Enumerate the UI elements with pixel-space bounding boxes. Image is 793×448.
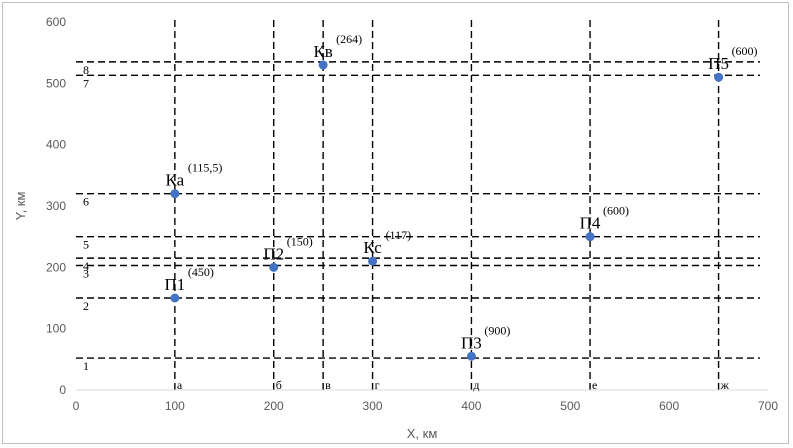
data-point-Кв [318, 60, 328, 70]
point-value-Кв: (264) [336, 32, 362, 46]
point-label-Ка: Ка [166, 171, 185, 190]
zone-label-7: 7 [83, 76, 89, 90]
x-tick-label: 400 [461, 399, 481, 413]
x-tick-label: 0 [73, 399, 80, 413]
zone-label-е: е [592, 378, 597, 392]
zone-label-ж: ж [720, 378, 730, 392]
point-label-Кс: Кс [363, 238, 382, 257]
x-tick-label: 300 [363, 399, 383, 413]
point-label-П1: П1 [164, 275, 185, 294]
point-value-П4: (600) [603, 204, 629, 218]
data-point-П3 [466, 351, 476, 361]
data-point-П4 [585, 232, 595, 242]
data-point-Ка [170, 189, 180, 199]
x-tick-label: 500 [560, 399, 580, 413]
y-axis-title: Y, км [13, 192, 28, 221]
point-label-П5: П5 [708, 54, 729, 73]
point-label-П3: П3 [461, 333, 482, 352]
x-tick-label: 700 [758, 399, 778, 413]
data-points: П1(450)П2(150)П3(900)П4(600)П5(600)Ка(11… [164, 32, 758, 361]
y-tick-label: 300 [46, 199, 66, 213]
zone-label-1: 1 [83, 359, 89, 373]
y-tick-label: 100 [46, 322, 66, 336]
y-tick-label: 200 [46, 260, 66, 274]
point-value-П2: (150) [287, 234, 313, 248]
data-point-П5 [714, 72, 724, 82]
x-tick-label: 100 [165, 399, 185, 413]
point-value-Кс: (117) [386, 228, 412, 242]
y-tick-label: 600 [46, 15, 66, 29]
zone-label-6: 6 [83, 195, 89, 209]
scatter-chart: 0 100 200 300 400 500 600 700 0 100 200 300 400 500 60… [13, 15, 778, 441]
data-point-П1 [170, 293, 180, 303]
zone-label-3: 3 [83, 266, 89, 280]
y-tick-label: 0 [59, 383, 66, 397]
zone-label-г: г [375, 378, 380, 392]
point-value-П1: (450) [188, 265, 214, 279]
zone-label-б: б [276, 378, 282, 392]
zone-label-8: 8 [83, 63, 89, 77]
zone-label-в: в [325, 378, 331, 392]
point-value-П5: (600) [732, 44, 758, 58]
zone-label-2: 2 [83, 299, 89, 313]
chart-frame: 0 100 200 300 400 500 600 700 0 100 200 300 400 500 60… [2, 2, 789, 444]
y-tick-label: 500 [46, 76, 66, 90]
point-label-Кв: Кв [313, 42, 332, 61]
point-value-П3: (900) [484, 323, 510, 337]
x-axis-title: X, км [407, 426, 438, 441]
point-value-Ка: (115,5) [188, 161, 223, 175]
y-tick-label: 400 [46, 138, 66, 152]
zone-label-4: 4 [83, 259, 89, 273]
point-label-П2: П2 [263, 244, 284, 263]
zone-label-д: д [473, 378, 479, 392]
zone-label-а: а [177, 378, 183, 392]
x-tick-label: 600 [659, 399, 679, 413]
data-point-П2 [269, 262, 279, 272]
point-label-П4: П4 [580, 214, 601, 233]
zone-lines [76, 20, 760, 390]
zone-label-5: 5 [83, 238, 89, 252]
x-tick-label: 200 [264, 399, 284, 413]
data-point-Кс [368, 256, 378, 266]
axes: 0 100 200 300 400 500 600 700 0 100 200 300 400 500 60… [46, 15, 778, 413]
